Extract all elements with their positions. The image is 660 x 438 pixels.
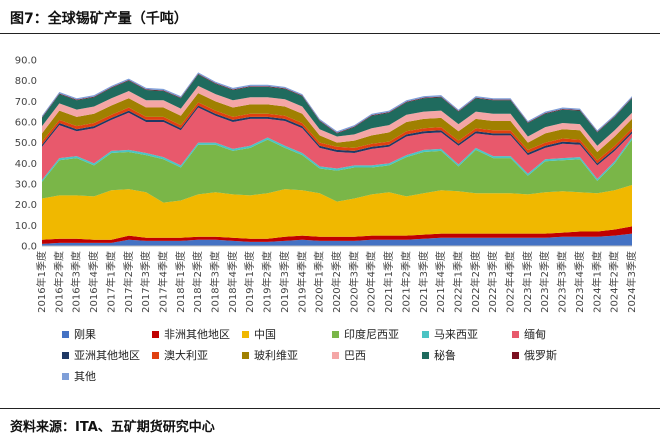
legend-label: 缅甸 <box>524 328 546 341</box>
x-tick-label: 2018年3季度 <box>209 251 222 313</box>
legend-swatch <box>332 330 339 338</box>
x-tick-label: 2017年2季度 <box>122 251 135 313</box>
x-tick-label: 2018年2季度 <box>191 251 204 313</box>
x-tick-label: 2020年4季度 <box>365 251 378 313</box>
legend-swatch <box>422 330 429 338</box>
legend-swatch <box>152 330 159 338</box>
legend-label: 巴西 <box>344 349 366 362</box>
x-tick-label: 2018年1季度 <box>174 251 187 313</box>
legend-label: 刚果 <box>74 328 96 341</box>
x-tick-label: 2016年4季度 <box>87 251 100 313</box>
chart-title: 图7：全球锡矿产量（千吨） <box>0 0 660 34</box>
legend-swatch <box>332 351 339 359</box>
x-tick-label: 2021年2季度 <box>399 251 412 313</box>
legend-swatch <box>512 330 519 338</box>
x-tick-label: 2021年4季度 <box>434 251 447 313</box>
legend-label: 非洲其他地区 <box>164 328 230 341</box>
area-series-10 <box>42 74 632 146</box>
y-tick-label: 90.0 <box>15 56 37 67</box>
x-tick-label: 2017年1季度 <box>104 251 117 313</box>
legend-label: 其他 <box>74 370 96 383</box>
x-tick-label: 2023年2季度 <box>538 251 551 313</box>
legend-label: 中国 <box>254 328 276 341</box>
x-tick-label: 2016年3季度 <box>70 251 83 313</box>
area-series-9 <box>42 85 632 152</box>
legend-item: 亚洲其他地区 <box>62 347 140 363</box>
x-tick-label: 2017年4季度 <box>156 251 169 313</box>
x-tick-label: 2017年3季度 <box>139 251 152 313</box>
y-tick-label: 80.0 <box>15 76 37 87</box>
legend-swatch <box>62 372 69 380</box>
legend-item: 刚果 <box>62 326 96 342</box>
legend-label: 印度尼西亚 <box>344 328 399 341</box>
y-tick-label: 70.0 <box>15 97 37 108</box>
legend-label: 俄罗斯 <box>524 349 557 362</box>
legend-swatch <box>62 351 69 359</box>
legend-label: 澳大利亚 <box>164 349 208 362</box>
y-tick-label: 0.0 <box>21 242 37 253</box>
legend-item: 秘鲁 <box>422 347 456 363</box>
legend-item: 印度尼西亚 <box>332 326 399 342</box>
legend-label: 玻利维亚 <box>254 349 298 362</box>
x-tick-label: 2021年1季度 <box>382 251 395 313</box>
legend-label: 秘鲁 <box>434 349 456 362</box>
area-series-1 <box>42 226 632 244</box>
legend-swatch <box>62 330 69 338</box>
legend-item: 缅甸 <box>512 326 546 342</box>
y-tick-label: 60.0 <box>15 118 37 129</box>
x-tick-label: 2022年3季度 <box>486 251 499 313</box>
legend-item: 其他 <box>62 368 96 384</box>
area-layers <box>42 72 632 246</box>
legend-label: 马来西亚 <box>434 328 478 341</box>
area-series-0 <box>42 233 632 246</box>
y-tick-label: 50.0 <box>15 138 37 149</box>
x-tick-label: 2020年1季度 <box>313 251 326 313</box>
x-tick-label: 2019年1季度 <box>243 251 256 313</box>
stacked-area-chart: 0.010.020.030.040.050.060.070.080.090.0 … <box>15 56 638 313</box>
x-tick-label: 2023年1季度 <box>521 251 534 313</box>
legend-item: 非洲其他地区 <box>152 326 230 342</box>
area-series-2 <box>42 185 632 240</box>
area-series-8 <box>42 93 632 161</box>
x-tick-label: 2019年2季度 <box>261 251 274 313</box>
x-tick-label: 2020年2季度 <box>330 251 343 313</box>
x-tick-label: 2021年3季度 <box>417 251 430 313</box>
legend-swatch <box>152 351 159 359</box>
x-tick-label: 2020年3季度 <box>347 251 360 313</box>
x-tick-label: 2016年1季度 <box>35 251 48 313</box>
legend-swatch <box>242 330 249 338</box>
x-tick-label: 2016年2季度 <box>52 251 65 313</box>
legend-label: 亚洲其他地区 <box>74 349 140 362</box>
x-tick-label: 2024年1季度 <box>590 251 603 313</box>
area-series-5 <box>42 107 632 180</box>
x-tick-label: 2022年4季度 <box>504 251 517 313</box>
area-series-3 <box>42 139 632 203</box>
legend-item: 俄罗斯 <box>512 347 557 363</box>
legend-swatch <box>512 351 519 359</box>
x-tick-label: 2019年3季度 <box>278 251 291 313</box>
x-tick-label: 2022年1季度 <box>451 251 464 313</box>
area-series-4 <box>42 137 632 182</box>
x-tick-label: 2024年2季度 <box>608 251 621 313</box>
x-tick-label: 2018年4季度 <box>226 251 239 313</box>
x-tick-label: 2024年3季度 <box>625 251 638 313</box>
legend-item: 马来西亚 <box>422 326 478 342</box>
source-note: 资料来源：ITA、五矿期货研究中心 <box>0 408 660 438</box>
y-tick-label: 10.0 <box>15 221 37 232</box>
legend-swatch <box>242 351 249 359</box>
x-tick-label: 2023年3季度 <box>556 251 569 313</box>
y-axis: 0.0 10.0 20.0 30.0 40.0 50.0 60.0 70.0 80.0 90.0 <box>15 56 37 253</box>
legend-item: 巴西 <box>332 347 366 363</box>
x-tick-label: 2023年4季度 <box>573 251 586 313</box>
x-tick-label: 2022年2季度 <box>469 251 482 313</box>
legend-swatch <box>422 351 429 359</box>
legend-item: 玻利维亚 <box>242 347 298 363</box>
y-tick-label: 30.0 <box>15 180 37 191</box>
legend-item: 澳大利亚 <box>152 347 208 363</box>
x-tick-label: 2019年4季度 <box>295 251 308 313</box>
y-tick-label: 20.0 <box>15 200 37 211</box>
legend-item: 中国 <box>242 326 276 342</box>
y-tick-label: 40.0 <box>15 159 37 170</box>
x-axis: 2016年1季度 2016年2季度 2016年3季度 2016年4季度 2017年1季度… <box>35 245 638 313</box>
